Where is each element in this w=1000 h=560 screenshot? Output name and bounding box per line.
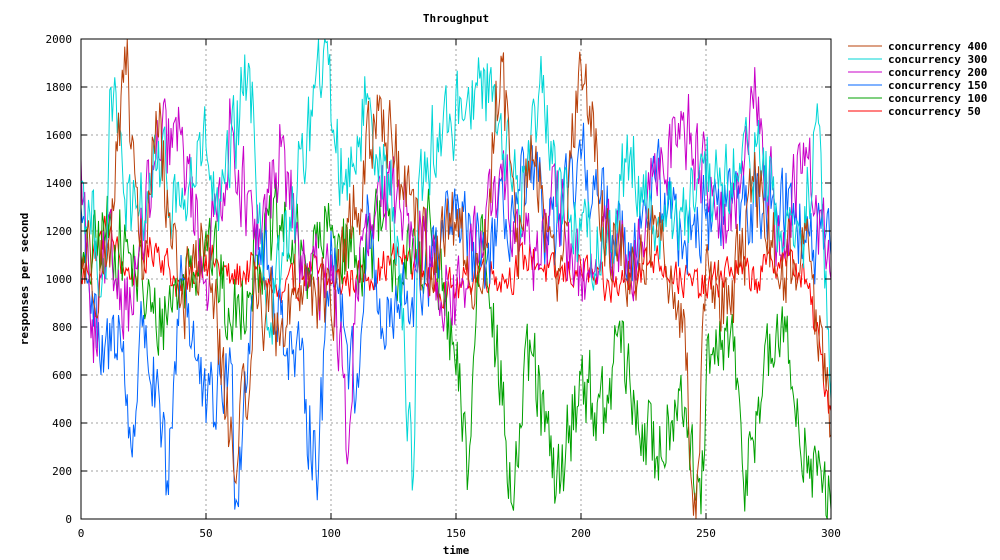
series-line-concurrency-200 — [80, 67, 832, 465]
legend-label: concurrency 50 — [888, 105, 981, 118]
x-tick-label: 300 — [821, 527, 841, 540]
series-layer — [80, 38, 832, 520]
x-tick-label: 50 — [199, 527, 212, 540]
chart-title: Throughput — [423, 12, 489, 25]
y-tick-label: 0 — [65, 513, 72, 526]
y-tick-label: 2000 — [46, 33, 73, 46]
x-tick-label: 200 — [571, 527, 591, 540]
legend-label: concurrency 150 — [888, 79, 987, 92]
x-tick-label: 100 — [321, 527, 341, 540]
x-tick-label: 0 — [78, 527, 85, 540]
y-tick-label: 200 — [52, 465, 72, 478]
y-tick-label: 1400 — [46, 177, 73, 190]
y-tick-label: 1800 — [46, 81, 73, 94]
series-line-concurrency-100 — [80, 181, 832, 520]
legend-label: concurrency 300 — [888, 53, 987, 66]
x-tick-label: 150 — [446, 527, 466, 540]
y-tick-label: 1000 — [46, 273, 73, 286]
series-line-concurrency-300 — [80, 38, 832, 491]
y-tick-label: 1200 — [46, 225, 73, 238]
series-line-concurrency-150 — [80, 122, 832, 510]
y-tick-label: 1600 — [46, 129, 73, 142]
legend-label: concurrency 200 — [888, 66, 987, 79]
y-axis-label: responses per second — [18, 213, 31, 345]
series-line-concurrency-400 — [80, 38, 832, 520]
legend-label: concurrency 100 — [888, 92, 987, 105]
legend-label: concurrency 400 — [888, 40, 987, 53]
y-tick-label: 600 — [52, 369, 72, 382]
y-tick-label: 800 — [52, 321, 72, 334]
x-tick-label: 250 — [696, 527, 716, 540]
y-tick-label: 400 — [52, 417, 72, 430]
axis-ticks: 0 200 400 600 800 1000 1200 1400 1600 1800 2000 0 50… — [46, 33, 841, 540]
x-axis-label: time — [443, 544, 470, 557]
